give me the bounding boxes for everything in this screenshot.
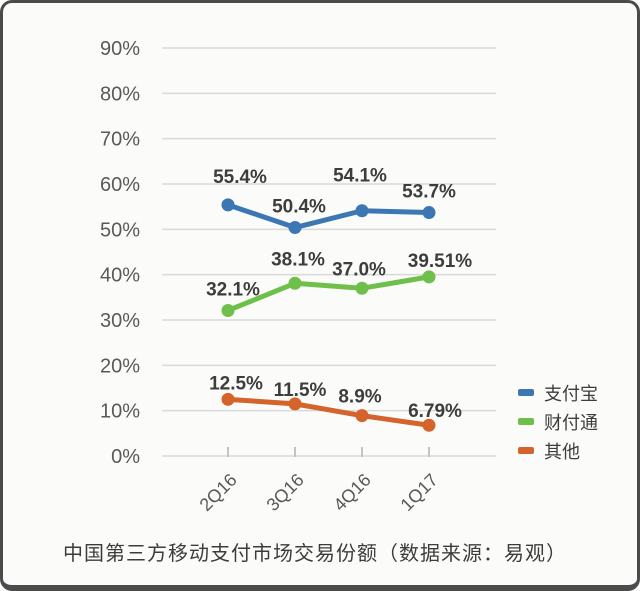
- series-支付宝: 55.4%50.4% 54.1% 53.7%: [213, 166, 456, 235]
- data-point: [355, 281, 369, 295]
- series-line: [225, 202, 432, 231]
- y-tick-label: 90%: [100, 38, 140, 60]
- x-tick-label: 2Q16: [196, 470, 241, 515]
- y-tick-label: 60%: [100, 174, 140, 196]
- data-point: [355, 409, 369, 423]
- data-label: 39.51%: [408, 251, 473, 272]
- y-tick-label: 0%: [111, 446, 140, 468]
- legend-label: 其他: [544, 441, 580, 462]
- series-财付通: 32.1% 38.1% 37.0% 39.51%: [206, 249, 472, 317]
- legend-swatch-icon: [518, 389, 534, 396]
- line-chart: 0% 10% 20% 30% 40% 50% 60% 70% 80% 90% 2Q16 3Q16 4Q1…: [100, 38, 496, 515]
- y-axis-labels: 0% 10% 20% 30% 40% 50% 60% 70% 80% 90%: [100, 38, 140, 468]
- data-label: 11.5%: [274, 380, 327, 401]
- data-point: [355, 204, 369, 218]
- gridlines: [162, 47, 496, 457]
- x-axis-ticks: [227, 447, 430, 457]
- data-point: [221, 392, 235, 406]
- x-tick-label: 3Q16: [263, 470, 308, 515]
- y-tick-label: 30%: [100, 310, 140, 332]
- chart-caption: 中国第三方移动支付市场交易份额（数据来源：易观）: [63, 543, 567, 565]
- data-label: 53.7%: [402, 182, 456, 203]
- data-point: [221, 303, 235, 317]
- data-point: [422, 206, 436, 220]
- data-point: [221, 198, 235, 212]
- data-point: [422, 418, 436, 432]
- data-label: 12.5%: [209, 373, 263, 394]
- legend-swatch-icon: [518, 418, 534, 425]
- data-label: 6.79%: [408, 401, 462, 422]
- y-tick-label: 20%: [100, 355, 140, 377]
- x-tick-label: 4Q16: [330, 470, 375, 515]
- data-label: 50.4%: [272, 197, 326, 218]
- y-tick-label: 50%: [100, 219, 140, 241]
- series-line: [225, 274, 432, 313]
- data-point: [288, 397, 302, 411]
- data-label: 38.1%: [271, 249, 325, 270]
- legend-label: 支付宝: [544, 383, 598, 404]
- legend-item: 其他: [518, 436, 598, 465]
- y-tick-label: 40%: [100, 265, 140, 287]
- x-tick-label: 1Q17: [397, 470, 442, 515]
- data-label: 55.4%: [213, 167, 267, 188]
- y-tick-label: 70%: [100, 129, 140, 151]
- y-tick-label: 10%: [100, 401, 140, 423]
- chart-legend: 支付宝 财付通 其他: [518, 378, 598, 465]
- y-tick-label: 80%: [100, 83, 140, 105]
- legend-swatch-icon: [518, 447, 534, 454]
- x-axis-labels: 2Q16 3Q16 4Q16 1Q17: [196, 470, 442, 515]
- series-其他: 12.5% 11.5% 8.9% 6.79%: [209, 373, 462, 432]
- data-label: 32.1%: [206, 279, 260, 300]
- data-label: 37.0%: [332, 259, 386, 280]
- legend-item: 财付通: [518, 407, 598, 436]
- legend-label: 财付通: [544, 412, 598, 433]
- data-label: 8.9%: [338, 387, 381, 408]
- data-label: 54.1%: [333, 166, 387, 187]
- legend-item: 支付宝: [518, 378, 598, 407]
- data-point: [288, 276, 302, 290]
- data-point: [422, 270, 436, 284]
- series-line: [225, 396, 432, 428]
- data-point: [288, 221, 302, 235]
